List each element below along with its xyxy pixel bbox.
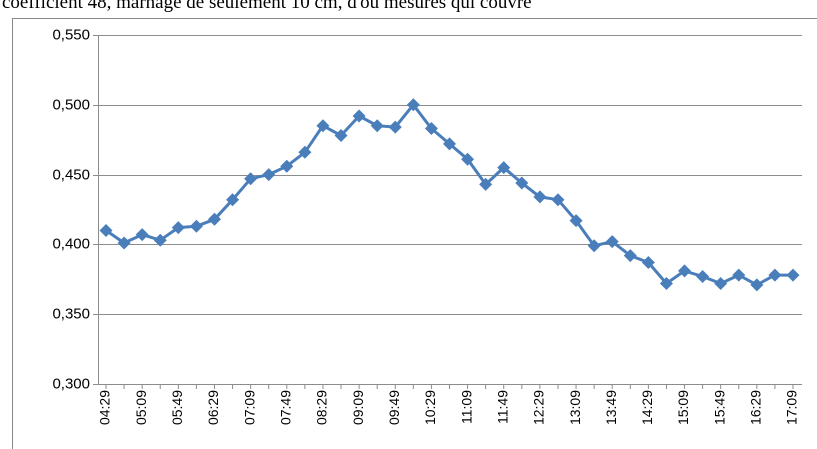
x-tick-label: 05:09 <box>133 390 149 425</box>
data-point <box>678 264 692 278</box>
data-point <box>424 122 438 136</box>
x-tick-label: 09:49 <box>386 390 402 425</box>
y-tick-label: 0,550 <box>52 26 90 43</box>
data-point <box>479 177 493 191</box>
x-tick-label: 06:29 <box>205 390 221 425</box>
data-point <box>732 268 746 282</box>
data-point <box>750 278 764 292</box>
data-point <box>99 223 113 237</box>
data-point <box>533 190 547 204</box>
data-point <box>696 270 710 284</box>
x-tick-label: 15:09 <box>675 390 691 425</box>
data-point <box>406 98 420 112</box>
data-point <box>641 256 655 270</box>
data-point <box>443 137 456 151</box>
data-point <box>207 212 221 226</box>
y-tick-label: 0,500 <box>52 96 90 113</box>
x-tick-label: 07:09 <box>241 390 257 425</box>
data-point <box>370 119 384 133</box>
data-point <box>153 233 167 247</box>
data-point <box>244 172 258 186</box>
x-tick-label: 15:49 <box>711 390 727 425</box>
y-tick-label: 0,400 <box>52 235 90 252</box>
data-point <box>605 235 619 249</box>
data-point <box>316 119 330 133</box>
data-point <box>262 168 276 182</box>
data-point <box>551 193 565 207</box>
data-point <box>623 249 637 263</box>
data-point <box>587 239 601 253</box>
x-tick-label: 07:49 <box>277 390 293 425</box>
y-tick-label: 0,300 <box>52 375 90 392</box>
data-point <box>768 268 782 282</box>
data-point <box>497 161 511 175</box>
data-line <box>105 103 793 287</box>
y-tick-label: 0,450 <box>52 166 90 183</box>
data-point <box>298 145 312 159</box>
x-tick-label: 11:49 <box>494 390 510 424</box>
data-point <box>117 236 131 250</box>
data-point <box>226 193 240 207</box>
x-tick-label: 17:09 <box>784 390 800 425</box>
x-tick-label: 05:49 <box>169 390 185 425</box>
data-point <box>569 214 583 228</box>
data-point <box>171 221 185 235</box>
data-point <box>334 129 348 143</box>
x-tick-label: 14:29 <box>639 390 655 425</box>
data-point <box>388 120 402 134</box>
data-point <box>352 109 366 123</box>
x-tick-label: 11:09 <box>458 390 474 424</box>
data-point <box>659 276 673 290</box>
x-tick-label: 13:09 <box>567 390 583 425</box>
text-above: coefficient 48, marnage de seulement 10 … <box>2 0 532 13</box>
x-tick-label: 08:29 <box>314 390 330 425</box>
data-point <box>135 228 149 242</box>
x-tick-label: 10:29 <box>422 390 438 425</box>
data-point <box>280 159 294 173</box>
x-tick-label: 09:09 <box>350 390 366 425</box>
x-tick-label: 04:29 <box>97 390 113 425</box>
data-point <box>461 152 475 166</box>
data-point <box>786 268 800 282</box>
data-point <box>515 176 529 190</box>
x-tick-label: 12:29 <box>531 390 547 425</box>
x-tick-label: 16:29 <box>748 390 764 425</box>
x-tick-label: 13:49 <box>603 390 619 425</box>
data-point <box>714 276 728 290</box>
data-point <box>189 219 203 233</box>
y-tick-label: 0,350 <box>52 305 90 322</box>
